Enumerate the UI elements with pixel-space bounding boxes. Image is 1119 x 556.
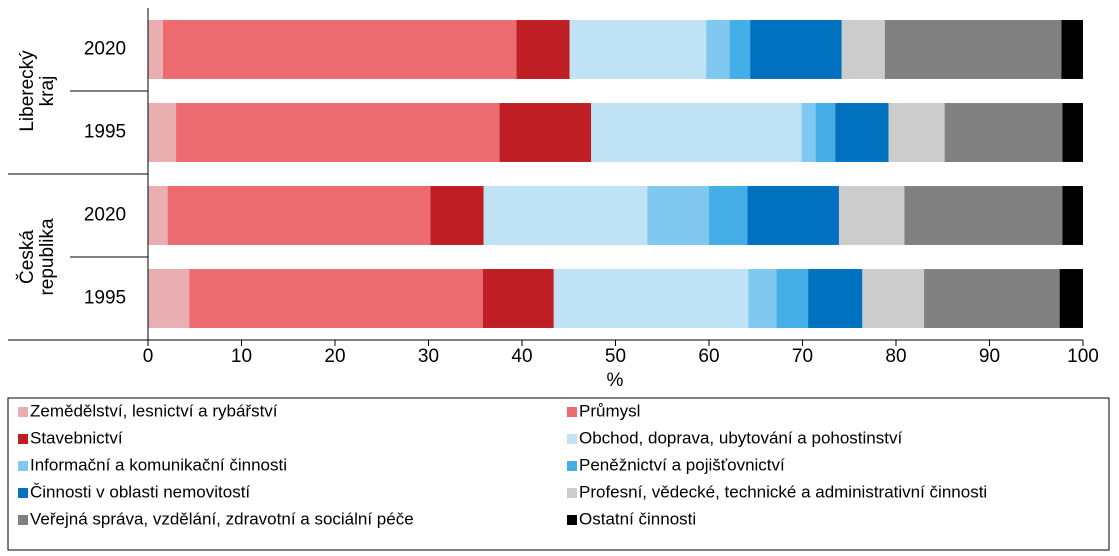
x-tick-label: 60 [698,346,719,367]
bar-segment [176,103,500,162]
legend-swatch [18,434,28,444]
bar-segment [729,20,751,79]
x-axis-label: % [607,370,624,391]
bar-segment [647,186,709,245]
bar-segment [841,20,885,79]
legend-label: Obchod, doprava, ubytování a pohostinstv… [579,428,902,447]
x-tick-label: 70 [792,346,813,367]
bar-segment [750,20,842,79]
x-tick-label: 100 [1067,346,1099,367]
bar-segment [801,103,816,162]
bar-segment [884,20,1062,79]
bar-segment [189,269,483,328]
legend-label: Činnosti v oblasti nemovitostí [30,482,250,501]
legend-label: Profesní, vědecké, technické a administr… [579,482,987,501]
y-tick-label: 1995 [84,288,126,309]
bar-segment [482,269,554,328]
bar-segment [1061,20,1083,79]
y-tick-label: 2020 [84,39,126,60]
bar-segment [430,186,484,245]
legend: Zemědělství, lesnictví a rybářství Průmys… [18,401,987,528]
group-label: Libereckýkraj [17,50,58,132]
y-tick-label: 2020 [84,205,126,226]
bar-segment [808,269,863,328]
legend-label: Zemědělství, lesnictví a rybářství [30,401,278,420]
legend-label: Veřejná správa, vzdělání, zdravotní a so… [30,509,414,528]
bar-segment [862,269,925,328]
bar-segment [835,103,889,162]
x-tick-label: 0 [143,346,154,367]
legend-swatch [18,461,28,471]
bar-segment [148,20,163,79]
x-tick-label: 20 [324,346,345,367]
y-tick-label: 1995 [84,122,126,143]
legend-swatch [567,488,577,498]
x-tick-label: 90 [979,346,1000,367]
x-tick-label: 40 [511,346,532,367]
bar-segment [499,103,592,162]
legend-swatch [567,461,577,471]
x-tick-label: 30 [418,346,439,367]
x-tick-label: 80 [885,346,906,367]
legend-swatch [567,407,577,417]
bar-segment [904,186,1063,245]
bar-segment [553,269,749,328]
legend-swatch [18,407,28,417]
bar-segment [706,20,730,79]
legend-swatch [567,434,577,444]
legend-swatch [18,488,28,498]
legend-box [7,397,1110,551]
bar-segment [483,186,648,245]
bar-segment [162,20,517,79]
bar-segment [1062,186,1083,245]
bar-segment [838,186,905,245]
x-tick-label: 50 [605,346,626,367]
x-tick-label: 10 [231,346,252,367]
bar-segment [516,20,570,79]
bar-segment [748,269,777,328]
bar-segment [167,186,431,245]
bar-segment [148,269,190,328]
bar-segment [1062,103,1083,162]
bar-segment [776,269,809,328]
bar-segment [591,103,802,162]
bar-segment [709,186,748,245]
bar-segment [569,20,707,79]
legend-label: Stavebnictví [30,428,123,447]
legend-swatch [18,515,28,525]
bar-segment [944,103,1063,162]
legend-label: Peněžnictví a pojišťovnictví [579,455,785,474]
legend-label: Ostatní činnosti [579,509,696,528]
bar-segment [148,103,177,162]
legend-swatch [567,515,577,525]
bar-segment [1059,269,1083,328]
group-label: Českárepublika [16,218,58,296]
bar-segment [888,103,945,162]
bar-segment [148,186,168,245]
legend-label: Průmysl [579,401,640,420]
bar-segment [924,269,1060,328]
bar-segment [815,103,836,162]
bar-segment [747,186,839,245]
legend-label: Informační a komunikační činnosti [30,455,287,474]
